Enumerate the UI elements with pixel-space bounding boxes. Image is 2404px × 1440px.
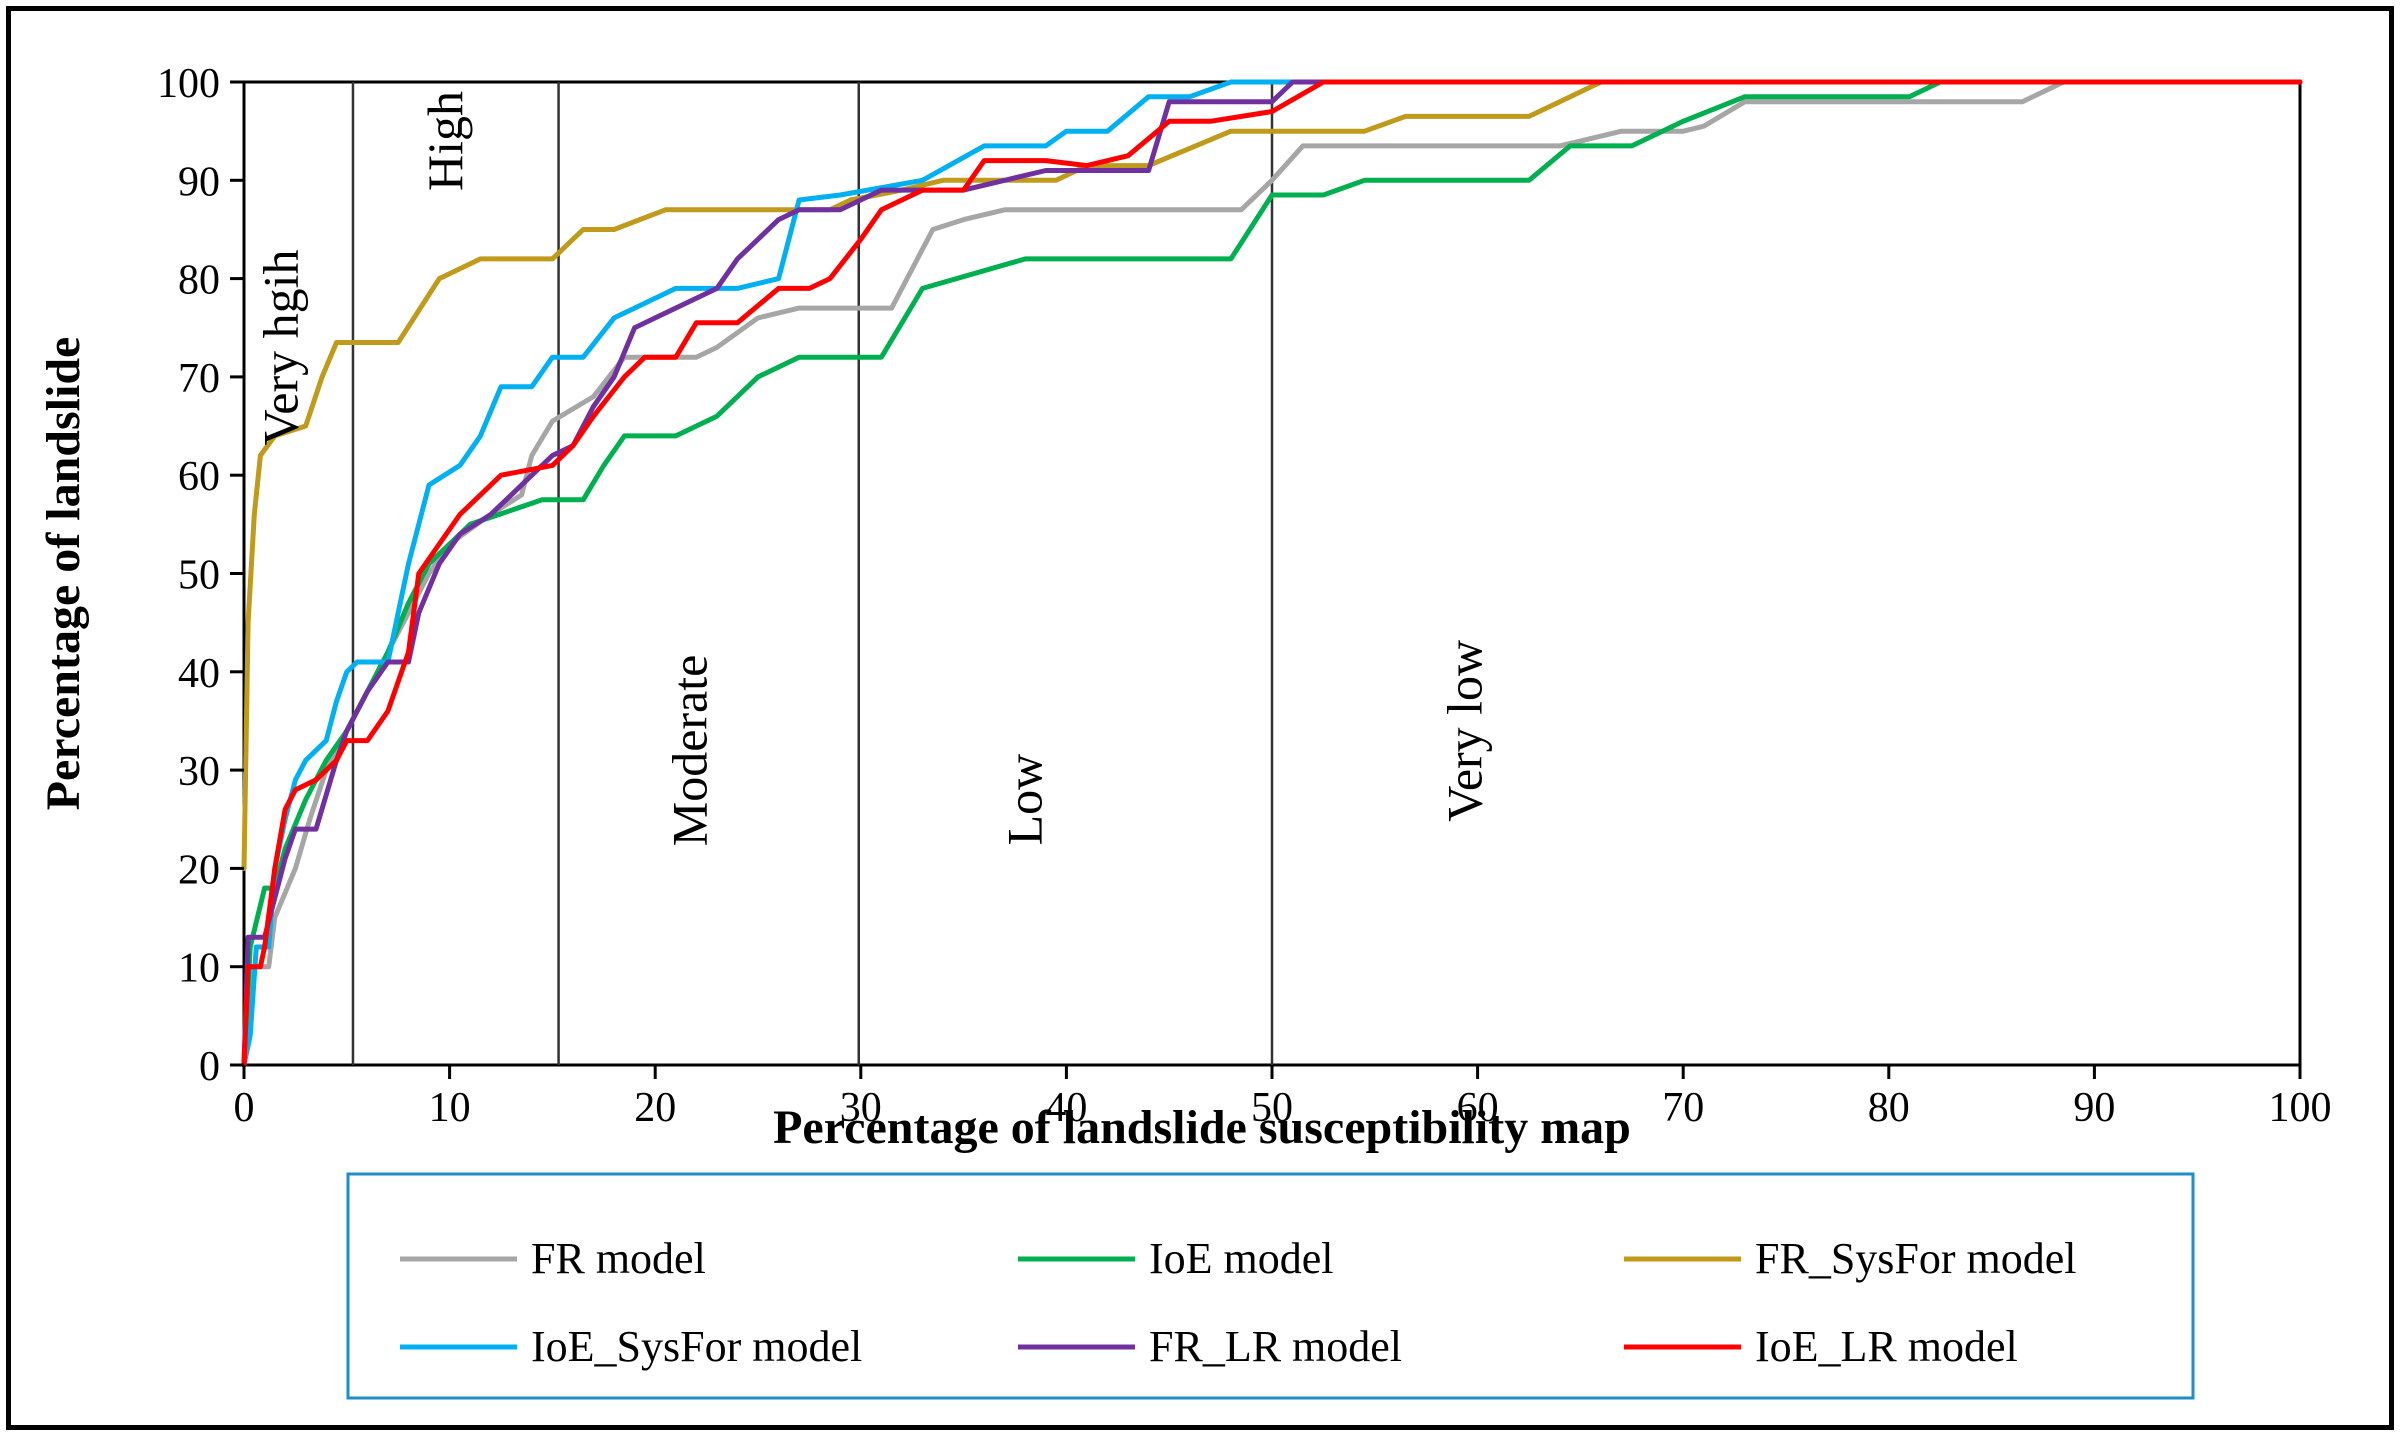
series-line-fr-lr-model — [241, 79, 2303, 1068]
x-tick-label: 20 — [634, 1085, 676, 1131]
series-line-ioe-model — [241, 79, 2303, 1068]
y-tick-label: 70 — [178, 356, 220, 402]
x-tick-label: 100 — [2269, 1085, 2332, 1131]
legend-label: IoE_SysFor model — [531, 1322, 862, 1371]
y-tick-label: 30 — [178, 749, 220, 795]
x-tick-label: 0 — [234, 1085, 255, 1131]
y-tick-label: 100 — [157, 61, 220, 107]
x-tick-label: 70 — [1662, 1085, 1704, 1131]
x-tick-label: 40 — [1045, 1085, 1087, 1131]
figure-frame: 0 10 20 30 40 50 60 70 80 90 100 0 10 20 30 40 50 60 70 80 9… — [6, 6, 2394, 1430]
zone-label-high: High — [417, 91, 473, 191]
series-line-ioe-lr-model — [241, 79, 2303, 1068]
x-tick-label: 80 — [1868, 1085, 1910, 1131]
series-line-fr-sysfor-model — [241, 79, 2303, 871]
series-line-ioe-sysfor-model — [241, 79, 2303, 1068]
x-tick-label: 60 — [1457, 1085, 1499, 1131]
y-axis-title: Percentage of landslide — [37, 337, 90, 811]
zone-label-low: Low — [997, 754, 1053, 846]
y-tick-label: 90 — [178, 159, 220, 205]
y-tick-label: 20 — [178, 847, 220, 893]
zone-labels: Very hgih High Moderate Low Very low — [252, 91, 1492, 846]
zone-label-moderate: Moderate — [662, 655, 718, 847]
legend-box — [346, 1172, 2195, 1400]
chart: 0 10 20 30 40 50 60 70 80 90 100 0 10 20 30 40 50 60 70 80 9… — [37, 61, 2332, 1400]
legend-label: IoE model — [1149, 1234, 1334, 1283]
legend: FR model IoE model FR_SysFor model IoE_SysF… — [346, 1172, 2195, 1400]
x-axis-title: Percentage of landslide susceptibility m… — [773, 1101, 1631, 1154]
zone-label-very-low: Very low — [1437, 640, 1493, 822]
legend-label: FR_SysFor model — [1755, 1234, 2077, 1283]
y-tick-label: 60 — [178, 454, 220, 500]
ticks: 0 10 20 30 40 50 60 70 80 90 100 0 10 20 30 40 50 60 70 80 9… — [157, 61, 2332, 1131]
y-tick-label: 0 — [199, 1044, 220, 1090]
zone-boundaries — [351, 82, 1274, 1065]
y-tick-label: 80 — [178, 258, 220, 304]
legend-label: IoE_LR model — [1755, 1322, 2018, 1371]
zone-label-very-hgih: Very hgih — [252, 250, 308, 446]
x-tick-label: 50 — [1251, 1085, 1293, 1131]
x-tick-label: 30 — [840, 1085, 882, 1131]
series-layer — [241, 79, 2303, 1068]
x-tick-label: 10 — [429, 1085, 471, 1131]
y-tick-label: 50 — [178, 553, 220, 599]
y-tick-label: 40 — [178, 651, 220, 697]
series-line-fr-model — [241, 79, 2303, 1068]
x-tick-label: 90 — [2073, 1085, 2115, 1131]
legend-label: FR_LR model — [1149, 1322, 1402, 1371]
legend-label: FR model — [531, 1234, 706, 1283]
y-tick-label: 10 — [178, 946, 220, 992]
